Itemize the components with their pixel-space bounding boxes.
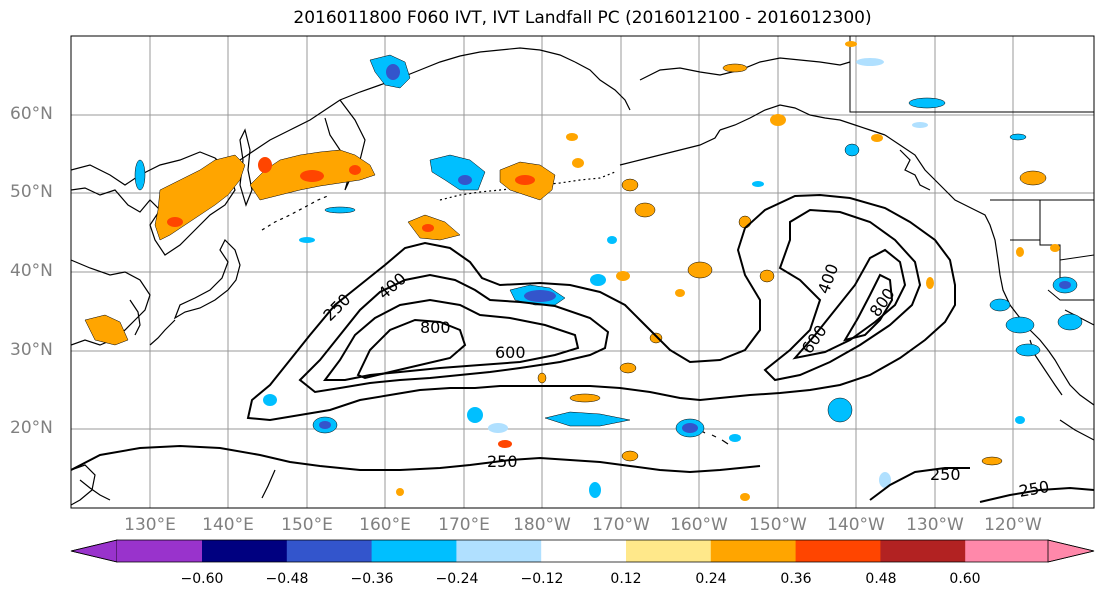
lon-label: 120°W (984, 515, 1042, 535)
ivt-contours (71, 193, 1094, 503)
colorbar-tick-label: 0.12 (610, 571, 642, 587)
lat-label: 30°N (10, 340, 53, 360)
colorbar-tick-label: −0.24 (435, 571, 479, 587)
colorbar-tick-label: −0.48 (265, 571, 309, 587)
lat-label: 50°N (10, 182, 53, 202)
colorbar-tick-label: 0.48 (865, 571, 897, 587)
colorbar-segment (710, 540, 797, 562)
contour-label: 250 (487, 452, 518, 471)
colorbar-segment (117, 540, 202, 562)
lon-label: 150°W (749, 515, 807, 535)
colorbar-segment (880, 540, 966, 562)
lat-label: 60°N (10, 104, 53, 124)
colorbar-segment (286, 540, 373, 562)
colorbar-segment (202, 540, 288, 562)
lon-label: 160°E (359, 515, 411, 535)
colorbar-tick-label: 0.36 (780, 571, 812, 587)
colorbar-tick-label: −0.36 (350, 571, 394, 587)
colorbar-tick-label: 0.24 (695, 571, 727, 587)
colorbar-extend-low (70, 539, 118, 563)
lon-label: 150°E (281, 515, 333, 535)
colorbar-segment (541, 540, 627, 562)
colorbar-tick-label: −0.60 (180, 571, 224, 587)
colorbar-segment (795, 540, 881, 562)
colorbar-tick-label: 0.60 (949, 571, 981, 587)
colorbar-segment (456, 540, 542, 562)
negative-pc-shading (134, 54, 1083, 498)
lon-label: 170°W (592, 515, 650, 535)
positive-pc-shading (84, 41, 1060, 501)
colorbar-outline (70, 539, 1095, 563)
lon-label: 130°E (124, 515, 176, 535)
lon-label: 140°W (827, 515, 885, 535)
contour-label: 600 (495, 343, 526, 362)
map-title: 2016011800 F060 IVT, IVT Landfall PC (20… (293, 8, 872, 28)
lat-label: 40°N (10, 261, 53, 281)
lon-label: 140°E (202, 515, 254, 535)
colorbar (70, 539, 1095, 563)
lon-label: 160°W (670, 515, 728, 535)
colorbar-extend-high (1047, 539, 1095, 563)
contour-label: 800 (420, 318, 451, 337)
colorbar-segment (626, 540, 712, 562)
colorbar-tick-label: −0.12 (520, 571, 564, 587)
colorbar-segment (371, 540, 457, 562)
lat-label: 20°N (10, 418, 53, 438)
colorbar-segment (965, 540, 1048, 562)
lon-label: 130°W (906, 515, 964, 535)
contour-label: 250 (930, 465, 961, 484)
lon-label: 170°E (438, 515, 490, 535)
lon-label: 180°W (513, 515, 571, 535)
map-frame-border (70, 35, 1095, 509)
